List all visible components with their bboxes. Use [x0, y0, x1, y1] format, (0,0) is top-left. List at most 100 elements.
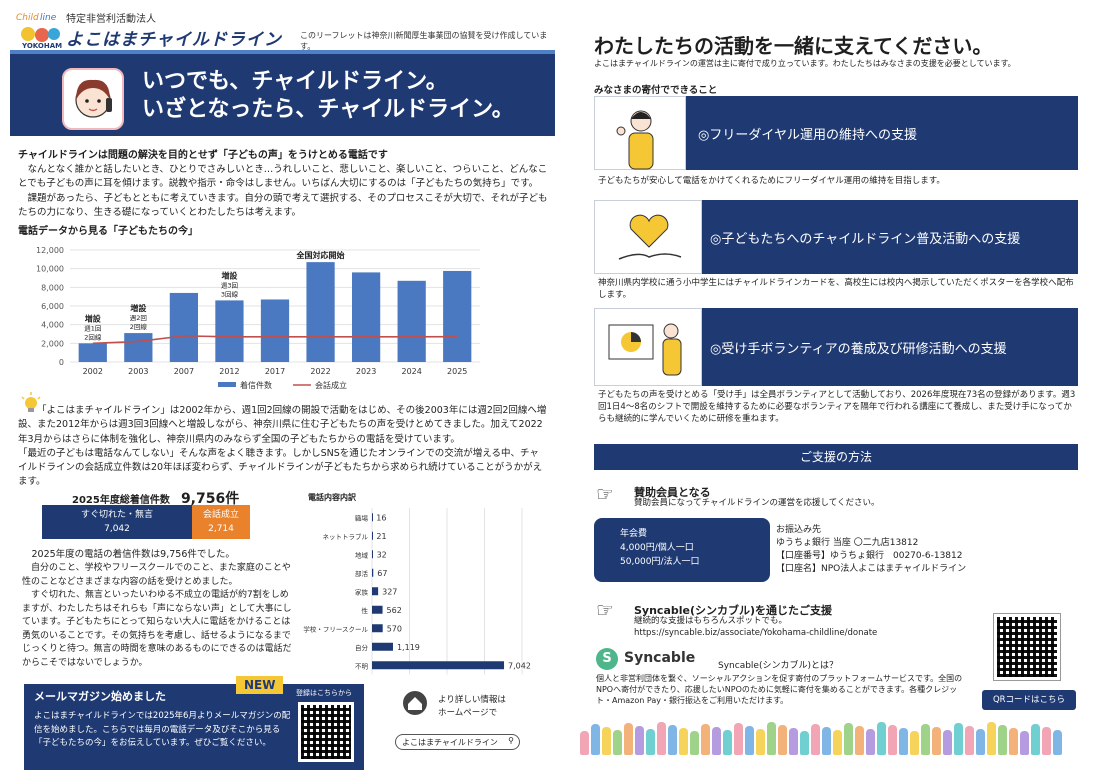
- bar-部活: [372, 568, 374, 577]
- support-item-1: ◎フリーダイヤル運用の維持への支援: [594, 96, 1078, 170]
- svg-text:YOKOHAMA: YOKOHAMA: [21, 42, 62, 50]
- y-tick-label: 0: [59, 358, 64, 367]
- stats-p3: すぐ切れた、無言といったいわゆる不成立の電話が約7割をしめますが、わたしたちはそ…: [22, 590, 292, 668]
- data-label: 570: [387, 624, 402, 633]
- credit-note: このリーフレットは神奈川新聞厚生事業団の協賛を受け作成しています。: [300, 31, 548, 51]
- y-tick-label: 6,000: [41, 302, 64, 311]
- item-2-title: ◎子どもたちへのチャイルドライン普及活動への支援: [710, 232, 1021, 247]
- child-figure: [833, 730, 842, 755]
- x-tick-label: 2023: [356, 367, 376, 376]
- sync-what: Syncable(シンカブル)とは？: [718, 661, 838, 671]
- bar-2002: [78, 343, 107, 362]
- right-page: わたしたちの活動を一緒に支えてください。 よこはまチャイルドラインの運営は主に寄…: [580, 0, 1110, 777]
- child-figure: [624, 723, 633, 755]
- x-tick-label: 2002: [83, 367, 103, 376]
- intro-heading: チャイルドラインは問題の解決を目的とせず「子どもの声」をうけとめる電話です: [18, 150, 388, 161]
- category-label: 不明: [355, 662, 369, 670]
- member-title: 賛助会員となる: [634, 486, 711, 499]
- y-tick-label: 8,000: [41, 283, 64, 292]
- child-figure: [998, 725, 1007, 755]
- history-section: 「よこはまチャイルドライン」は2002年から、週1回2回線の開設で活動をはじめ、…: [18, 404, 548, 490]
- annotation-label: 週3回: [221, 280, 238, 289]
- annotation-label: 増設: [130, 303, 147, 313]
- qr-link-button[interactable]: QRコードはこちら: [982, 690, 1076, 710]
- fee-individual: 4,000円/個人一口: [620, 542, 694, 553]
- heart-hand-icon: [594, 200, 702, 274]
- bar-2012: [215, 300, 244, 362]
- stats-text: 2025年度の電話の着信件数は9,756件でした。 自分のこと、学校やフリースク…: [22, 548, 292, 670]
- mail-qr-code[interactable]: [298, 702, 354, 762]
- sync-desc: 継続的な支援はもちろんスポットでも。: [634, 616, 788, 626]
- presentation-icon: [594, 308, 702, 386]
- child-figure: [1042, 727, 1051, 755]
- childline-logo-icon: Child line YOKOHAMA: [16, 13, 68, 50]
- child-figure: [899, 728, 908, 755]
- pointing-hand-icon: ☞: [596, 482, 614, 506]
- syncable-logo-icon: S: [596, 648, 618, 670]
- pointing-hand-icon-2: ☞: [596, 598, 614, 622]
- history-p1: 「よこはまチャイルドライン」は2002年から、週1回2回線の開設で活動をはじめ、…: [18, 405, 547, 445]
- bank-title: お振込み先: [776, 525, 822, 535]
- bank-info: お振込み先 ゆうちょ銀行 当座 〇二九店13812 【口座番号】ゆうちょ銀行 0…: [776, 524, 966, 576]
- bar-学校・フリースクール: [372, 624, 383, 633]
- child-figure: [855, 726, 864, 755]
- data-label: 7,042: [508, 661, 531, 670]
- annotation-label: 全国対応開始: [296, 250, 345, 260]
- category-label: 性: [362, 606, 369, 615]
- intro-section: チャイルドラインは問題の解決を目的とせず「子どもの声」をうけとめる電話です なん…: [18, 146, 548, 220]
- chart-title: 電話データから見る「子どもたちの今」: [18, 226, 198, 237]
- fee-corp: 50,000円/法人一口: [620, 556, 700, 567]
- child-figure: [844, 723, 853, 755]
- search-icon: ⚲: [508, 736, 514, 745]
- item-2-desc: 神奈川県内学校に通う小中学生にはチャイルドラインカードを、高校生には校内へ掲示し…: [598, 278, 1074, 300]
- category-label: 職場: [355, 513, 369, 522]
- child-figure: [987, 722, 996, 755]
- child-figure: [679, 728, 688, 755]
- annotation-label: 週2回: [130, 313, 147, 322]
- child-figure: [1020, 731, 1029, 755]
- stats-cut-label: すぐ切れた・無言: [80, 510, 153, 520]
- child-figure: [580, 731, 589, 755]
- bar-2022: [306, 262, 335, 362]
- bar-家族: [372, 587, 379, 596]
- child-figure: [646, 729, 655, 755]
- bar-2024: [397, 280, 426, 362]
- bar-ネットトラブル: [372, 531, 373, 540]
- syncable-qr-code[interactable]: [993, 613, 1061, 681]
- child-figure: [756, 729, 765, 755]
- stats-p1: 2025年度の電話の着信件数は9,756件でした。: [31, 549, 235, 560]
- mail-magazine-box: メールマガジン始めました NEW よこはまチャイルドラインでは2025年6月より…: [24, 676, 364, 770]
- child-figure: [734, 723, 743, 755]
- x-tick-label: 2024: [401, 367, 421, 376]
- operator-icon: [594, 96, 686, 170]
- history-p2: 「最近の子どもは電話なんてしない」そんな声をよく聴きます。しかしSNSを通じたオ…: [18, 447, 543, 488]
- calls-chart: 0 2,000 4,000 6,000 8,000 10,000 12,000 2002 200…: [36, 246, 480, 390]
- mail-body: よこはまチャイルドラインでは2025年6月よりメールマガジンの配信を始めました。…: [34, 711, 291, 749]
- data-label: 562: [387, 606, 402, 615]
- data-label: 21: [376, 532, 386, 541]
- sync-body: 個人と非営利団体を繋ぐ、ソーシャルアクションを促す寄付のプラットフォームサービス…: [596, 674, 963, 706]
- annotation-label: 増設: [85, 313, 102, 323]
- home-search-text: よこはまチャイルドライン: [402, 738, 498, 747]
- item-3-desc: 子どもたちの声を受けとめる「受け手」は全員ボランティアとして活動しており、202…: [598, 390, 1076, 424]
- logo: Child line YOKOHAMA: [14, 8, 68, 50]
- stats-p2: 自分のこと、学校やフリースクールでのこと、また家庭のことや性のことなどさまざまな…: [22, 563, 291, 587]
- stats-talk-value: 2,714: [208, 523, 234, 534]
- category-label: 家族: [355, 587, 369, 596]
- bar-2003: [124, 333, 153, 362]
- sync-url[interactable]: https://syncable.biz/associate/Yokohama-…: [634, 628, 878, 638]
- home-search-box[interactable]: よこはまチャイルドライン ⚲: [395, 734, 520, 750]
- lightbulb-icon: [20, 392, 42, 418]
- stats-cut-value: 7,042: [104, 523, 130, 534]
- item-1-title: ◎フリーダイヤル運用の維持への支援: [698, 128, 917, 143]
- x-tick-label: 2017: [265, 367, 285, 376]
- logo-name: よこはまチャイルドライン: [66, 30, 282, 50]
- child-figure: [800, 731, 809, 755]
- bar-2017: [260, 299, 290, 362]
- child-figure: [943, 730, 952, 755]
- syncable-logo-text: Syncable: [624, 650, 696, 666]
- bar-地域: [372, 550, 373, 559]
- y-tick-label: 12,000: [36, 246, 64, 255]
- child-figure: [657, 722, 666, 755]
- sync-title: Syncable(シンカブル)を通じたご支援: [634, 604, 833, 617]
